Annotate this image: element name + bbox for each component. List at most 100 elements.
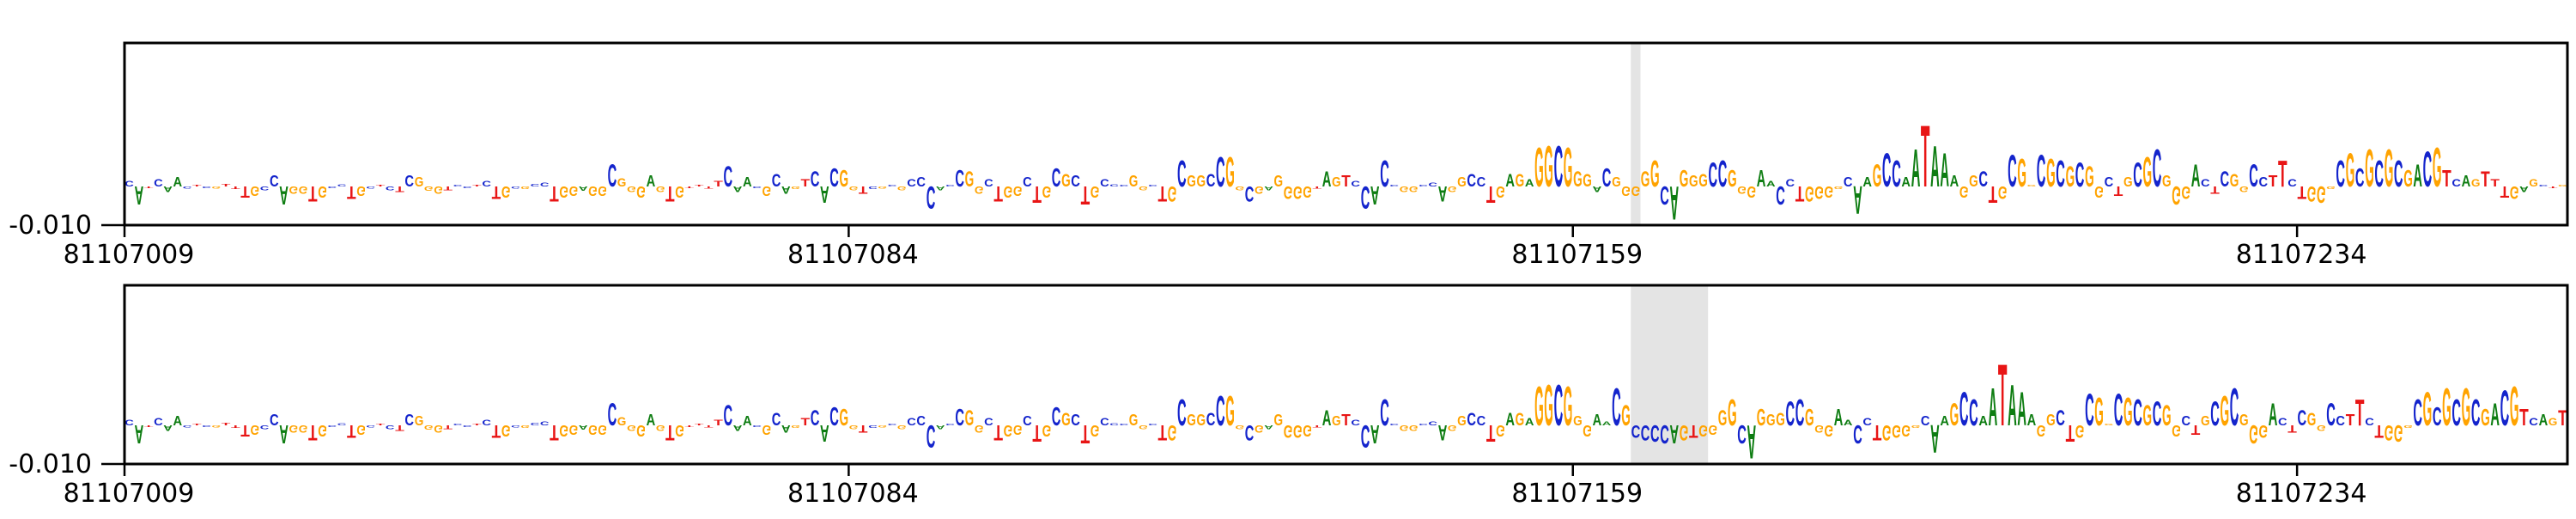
- logo-letter-C: C: [1419, 423, 1428, 425]
- logo-letter-G: G: [1013, 183, 1023, 198]
- logo-letter-G: G: [2365, 140, 2374, 198]
- logo-letter-A: A: [2027, 411, 2037, 429]
- logo-letter-C: C: [1216, 148, 1225, 196]
- logo-letter-T: T: [2549, 186, 2558, 188]
- logo-letter-G: G: [897, 185, 907, 191]
- y-axis-tick-label: -0.010: [9, 449, 92, 479]
- logo-letter-C: C: [328, 186, 337, 188]
- logo-letter-C: C: [1245, 181, 1255, 205]
- logo-letter-C: C: [1351, 418, 1360, 428]
- logo-letter-A: A: [647, 172, 656, 190]
- logo-letter-G: G: [1901, 421, 1911, 439]
- logo-letter-C: C: [811, 407, 820, 430]
- logo-letter-G: G: [1091, 421, 1100, 439]
- logo-letter-G: G: [1236, 185, 1245, 191]
- logo-letter-C: C: [511, 186, 520, 189]
- logo-letter-G: G: [2105, 423, 2114, 425]
- logo-letter-A: A: [173, 175, 182, 190]
- logo-letter-T: T: [800, 416, 811, 428]
- logo-letter-A: A: [733, 424, 743, 433]
- logo-letter-G: G: [1544, 135, 1553, 199]
- logo-letter-G: G: [636, 421, 646, 439]
- logo-letter-G: G: [2326, 186, 2336, 190]
- logo-letter-A: A: [1593, 411, 1602, 429]
- logo-letter-A: A: [1978, 414, 1988, 429]
- logo-letter-C: C: [2249, 157, 2258, 193]
- logo-letter-T: T: [308, 420, 318, 444]
- logo-letter-C: C: [888, 184, 897, 186]
- logo-letter-C: C: [386, 424, 395, 430]
- logo-letter-T: T: [2210, 184, 2221, 196]
- logo-letter-C: C: [2258, 175, 2268, 190]
- logo-letter-C: C: [608, 396, 617, 432]
- logo-letter-G: G: [2259, 421, 2269, 442]
- logo-letter-G: G: [1959, 182, 1969, 200]
- logo-letter-C: C: [183, 424, 192, 428]
- logo-letter-C: C: [1660, 418, 1669, 448]
- logo-letter-C: C: [1109, 423, 1119, 426]
- logo-letter-G: G: [1013, 422, 1023, 437]
- logo-letter-G: G: [415, 175, 424, 190]
- logo-letter-C: C: [2297, 407, 2306, 430]
- logo-letter-G: G: [1225, 148, 1235, 196]
- logo-letter-T: T: [2519, 404, 2529, 430]
- logo-letter-G: G: [675, 182, 684, 200]
- logo-letter-A: A: [781, 184, 791, 196]
- logo-letter-A: A: [1370, 180, 1380, 209]
- logo-letter-G: G: [1168, 420, 1177, 443]
- logo-letter-G: G: [2094, 182, 2104, 200]
- logo-letter-G: G: [1255, 184, 1264, 196]
- logo-letter-C: C: [531, 183, 540, 187]
- logo-letter-G: G: [1564, 137, 1573, 198]
- logo-letter-C: C: [868, 424, 878, 429]
- logo-letter-G: G: [2549, 416, 2558, 428]
- logo-letter-G: G: [656, 185, 665, 193]
- logo-letter-C: C: [984, 177, 993, 189]
- logo-letter-C: C: [1177, 392, 1187, 433]
- logo-letter-A: A: [279, 418, 289, 448]
- logo-letter-C: C: [1477, 175, 1486, 190]
- logo-letter-C: C: [1100, 177, 1109, 189]
- logo-letter-A: A: [1505, 408, 1515, 430]
- logo-letter-A: A: [1766, 180, 1776, 189]
- logo-letter-A: A: [1930, 136, 1940, 200]
- logo-letter-G: G: [2046, 151, 2056, 196]
- logo-letter-G: G: [2094, 390, 2104, 435]
- logo-letter-T: T: [2490, 177, 2500, 189]
- logo-letter-G: G: [318, 421, 327, 439]
- logo-letter-A: A: [173, 414, 182, 429]
- logo-letter-G: G: [1236, 424, 1245, 430]
- logo-letter-G: G: [1650, 153, 1660, 195]
- logo-letter-A: A: [163, 185, 173, 194]
- logo-letter-G: G: [2510, 182, 2519, 203]
- logo-letter-T: T: [144, 424, 154, 427]
- logo-letter-T: T: [1989, 181, 1998, 208]
- logo-letter-T: T: [492, 420, 501, 441]
- logo-letter-A: A: [1602, 421, 1612, 427]
- logo-letter-C: C: [463, 424, 472, 427]
- logo-letter-G: G: [1303, 182, 1312, 200]
- logo-letter-C: C: [829, 163, 839, 192]
- logo-letter-C: C: [608, 157, 617, 193]
- logo-letter-T: T: [347, 420, 356, 441]
- logo-letter-G: G: [2066, 162, 2075, 193]
- logo-letter-A: A: [743, 175, 752, 190]
- logo-letter-G: G: [1516, 409, 1525, 430]
- logo-letter-T: T: [1081, 180, 1091, 211]
- logo-letter-G: G: [1129, 412, 1139, 430]
- logo-letter-C: C: [1245, 420, 1255, 443]
- logo-letter-G: G: [2075, 421, 2085, 442]
- logo-letter-A: A: [1322, 168, 1332, 192]
- logo-letter-C: C: [1109, 184, 1119, 187]
- x-axis-tick-label: 81107009: [64, 240, 195, 270]
- logo-letter-C: C: [540, 182, 550, 188]
- logo-letter-G: G: [1457, 414, 1467, 429]
- logo-letter-G: G: [1969, 173, 1978, 191]
- logo-letter-G: G: [1892, 421, 1901, 442]
- logo-letter-G: G: [598, 183, 607, 198]
- logo-letter-G: G: [1728, 165, 1737, 192]
- logo-letter-C: C: [955, 165, 964, 192]
- logo-letter-G: G: [1766, 412, 1776, 430]
- logo-letter-A: A: [1940, 143, 1949, 197]
